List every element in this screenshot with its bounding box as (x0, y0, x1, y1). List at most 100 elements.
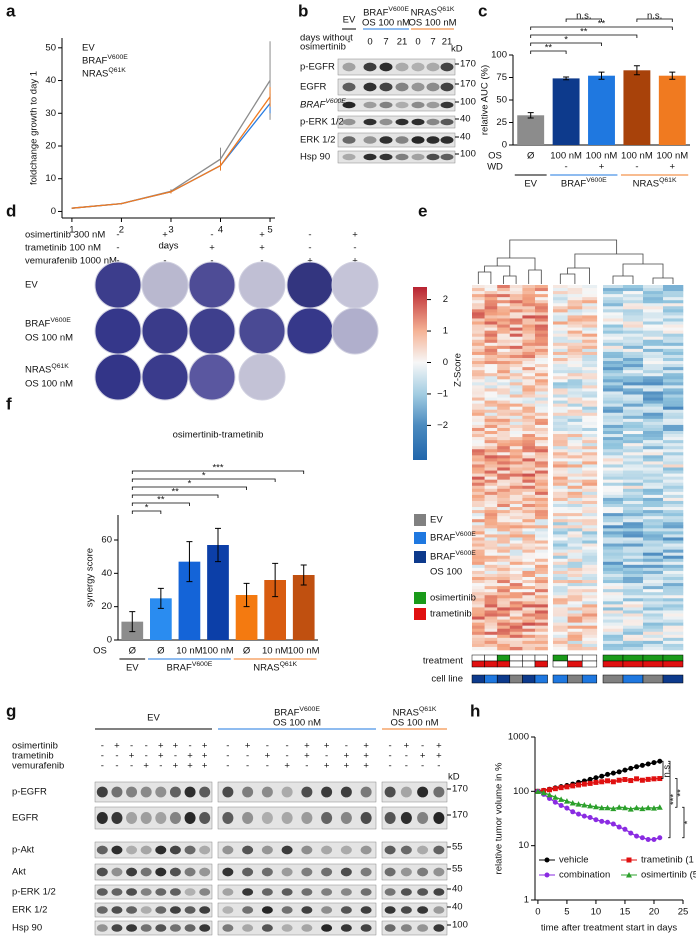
heatmap-cell (535, 424, 548, 429)
treatment-cell (496, 660, 511, 668)
heatmap-cell (472, 625, 485, 630)
treatment-cell (509, 654, 523, 662)
significance-label: * (202, 471, 206, 482)
heatmap-cell (567, 528, 583, 532)
marker-label: 170 (460, 79, 476, 90)
heatmap-cell (484, 336, 498, 341)
blot-band (400, 906, 412, 914)
heatmap-cell (484, 345, 498, 350)
row-value: 100 nM (621, 151, 653, 162)
heatmap-cell (603, 449, 624, 453)
heatmap-cell (484, 324, 498, 328)
heatmap-cell (522, 643, 536, 648)
heatmap-cell (484, 370, 498, 374)
heatmap-cell (553, 421, 568, 426)
data-point (657, 758, 663, 764)
heatmap-cell (603, 564, 624, 569)
blot-band (426, 153, 440, 161)
heatmap-cell (567, 595, 583, 599)
blot-band (384, 812, 396, 824)
blot-band (222, 786, 234, 798)
row-value: + (670, 162, 676, 173)
data-point (616, 777, 622, 783)
heatmap-cell (497, 327, 511, 331)
heatmap-cell (582, 628, 598, 633)
heatmap-cell (623, 543, 644, 547)
heatmap-cell (553, 543, 568, 547)
blot-band (155, 867, 167, 877)
data-point (634, 833, 640, 839)
heatmap-cell (535, 604, 548, 608)
heatmap-cell (603, 409, 624, 414)
heatmap-cell (484, 361, 498, 365)
data-point (628, 830, 634, 836)
heatmap-cell (603, 570, 624, 575)
heatmap-cell (535, 470, 548, 474)
heatmap-cell (582, 467, 598, 471)
significance-bracket (530, 50, 567, 54)
heatmap-cell (497, 485, 511, 490)
heatmap-cell (497, 613, 511, 617)
heatmap-cell (582, 595, 598, 599)
heatmap-cell (535, 358, 548, 362)
series-line (537, 790, 660, 810)
blot-band (261, 812, 273, 824)
heatmap-cell (522, 330, 536, 334)
heatmap-cell (567, 470, 583, 474)
data-point (651, 776, 657, 782)
heatmap-cell (582, 558, 598, 563)
heatmap-cell (535, 549, 548, 553)
heatmap-cell (582, 604, 598, 608)
heatmap-cell (522, 531, 536, 535)
heatmap-cell (509, 424, 523, 429)
heatmap-cell (535, 446, 548, 450)
heatmap-cell (472, 561, 485, 566)
heatmap-cell (663, 631, 684, 636)
heatmap-cell (663, 367, 684, 371)
heatmap-cell (535, 364, 548, 368)
heatmap-cell (553, 324, 568, 328)
heatmap-cell (603, 345, 624, 350)
heatmap-cell (603, 291, 624, 295)
blot-band (379, 62, 393, 72)
y-tick-label: 0 (502, 140, 507, 151)
heatmap-cell (497, 473, 511, 477)
heatmap-cell (553, 312, 568, 316)
heatmap-cell (643, 455, 664, 459)
heatmap-cell (663, 546, 684, 550)
treatment-cell (622, 654, 644, 662)
data-point (656, 804, 663, 810)
heatmap-cell (567, 455, 583, 459)
legend-swatch (414, 592, 426, 604)
heatmap-cell (663, 564, 684, 569)
heatmap-cell (497, 516, 511, 520)
treatment-sign: + (344, 751, 350, 762)
heatmap-cell (643, 507, 664, 511)
treatment-sign: - (116, 256, 119, 267)
heatmap-cell (484, 470, 498, 474)
heatmap-cell (603, 361, 624, 365)
heatmap-cell (509, 452, 523, 456)
heatmap-cell (567, 437, 583, 441)
heatmap-cell (663, 288, 684, 292)
blot-band (281, 786, 293, 798)
heatmap-cell (535, 324, 548, 328)
blot-band (417, 888, 429, 896)
blot-band (96, 786, 108, 798)
heatmap-cell (522, 580, 536, 584)
heatmap-cell (553, 510, 568, 514)
heatmap-cell (472, 406, 485, 411)
heatmap-cell (522, 522, 536, 526)
error-bar (633, 65, 640, 76)
legend-marker (544, 857, 550, 863)
data-point (558, 785, 564, 791)
heatmap-cell (484, 485, 498, 490)
heatmap-cell (522, 285, 536, 289)
blot-band (222, 845, 234, 855)
heatmap-cell (553, 464, 568, 468)
heatmap-cell (509, 549, 523, 553)
heatmap-cell (582, 500, 598, 505)
data-point (587, 802, 594, 809)
heatmap-cell (522, 397, 536, 401)
